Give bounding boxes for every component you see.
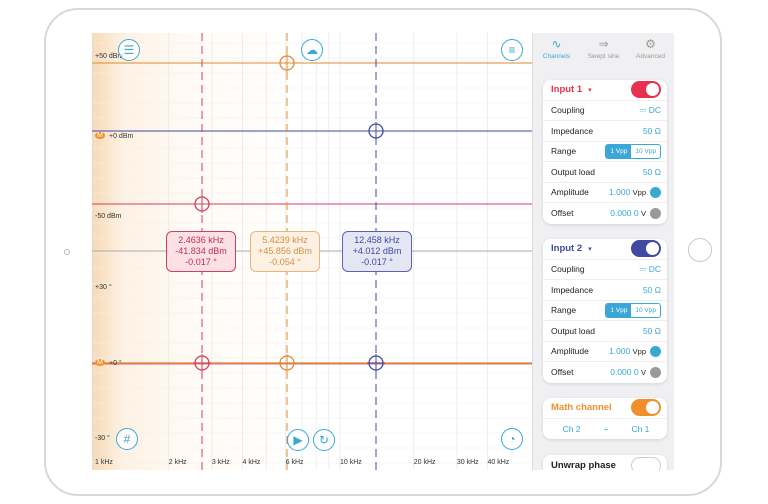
dropdown-icon[interactable]: ▾: [588, 245, 592, 253]
impedance-row[interactable]: Impedance 50 Ω: [543, 280, 667, 301]
tab-channels[interactable]: ∿ Channels: [533, 33, 580, 67]
grid-icon[interactable]: #: [116, 428, 138, 450]
output-load-row[interactable]: Output load 50 Ω: [543, 162, 667, 183]
repeat-icon[interactable]: ↻: [313, 429, 335, 451]
y-label: +0 °: [109, 360, 122, 367]
x-tick-label: 3 kHz: [211, 459, 230, 466]
tab-advanced[interactable]: ⚙ Advanced: [627, 33, 674, 67]
cloud-upload-icon[interactable]: ☁: [301, 39, 323, 61]
offset-value[interactable]: 0.000 0 V: [610, 367, 646, 378]
marker-crosshair: [367, 122, 385, 140]
offset-knob-icon[interactable]: [650, 207, 661, 219]
x-tick-label: 40 kHz: [487, 459, 510, 466]
y-label: -50 dBm: [95, 213, 122, 220]
range-selector[interactable]: 1 Vpp 10 Vpp: [605, 302, 661, 318]
input2-toggle[interactable]: [631, 240, 661, 258]
math-operator[interactable]: ÷: [603, 423, 609, 434]
bode-plot[interactable]: +50 dBm M +0 dBm -50 dBm +30 ° M +0 ° -3…: [92, 33, 532, 470]
marker-crosshair: [193, 354, 211, 372]
amplitude-value[interactable]: 1.000 Vpp: [608, 346, 646, 357]
input2-title[interactable]: Input 2: [551, 243, 583, 255]
range-selector[interactable]: 1 Vpp 10 Vpp: [605, 143, 661, 159]
marker-crosshair: [367, 354, 385, 372]
settings-sidebar: ∿ Channels ⇒ Swept sine ⚙ Advanced Input 1 ▾…: [532, 33, 674, 470]
screen: +50 dBm M +0 dBm -50 dBm +30 ° M +0 ° -3…: [92, 33, 674, 470]
impedance-row[interactable]: Impedance 50 Ω: [543, 121, 667, 142]
marker-crosshair: [278, 354, 296, 372]
unwrap-phase-card: Unwrap phase: [543, 455, 667, 470]
y-label: +0 dBm: [109, 133, 134, 140]
amplitude-knob-icon[interactable]: [650, 345, 661, 357]
y-label: -30 °: [95, 435, 110, 442]
math-operand-a[interactable]: Ch 2: [562, 423, 581, 434]
dropdown-icon[interactable]: ▾: [588, 86, 592, 94]
marker-crosshair: [193, 195, 211, 213]
math-badge: M: [95, 132, 105, 139]
gear-icon: ⚙: [645, 37, 656, 51]
math-badge: M: [95, 359, 105, 366]
input1-title[interactable]: Input 1: [551, 84, 583, 96]
home-button[interactable]: [688, 238, 712, 262]
tab-bar: ∿ Channels ⇒ Swept sine ⚙ Advanced: [533, 33, 674, 67]
marker-crosshair: [278, 54, 296, 72]
y-label: +50 dBm: [95, 53, 124, 60]
marker-readout-1[interactable]: 2.4636 kHz -41.834 dBm -0.017 °: [166, 231, 236, 272]
amplitude-value[interactable]: 1.000 Vpp: [608, 187, 646, 198]
sweep-arrow-icon: ⇒: [598, 37, 609, 51]
input1-card: Input 1 ▾ Coupling ⎓ DC Impedance 50 Ω Rang…: [543, 80, 667, 224]
x-tick-label: 4 kHz: [242, 459, 261, 466]
math-toggle[interactable]: [631, 399, 661, 417]
amplitude-knob-icon[interactable]: [650, 186, 661, 198]
marker-readout-3[interactable]: 12.458 kHz +4.012 dBm -0.017 °: [342, 231, 412, 272]
input2-card: Input 2 ▾ Coupling ⎓ DC Impedance 50 Ω Rang…: [543, 239, 667, 383]
x-tick-label: 2 kHz: [168, 459, 187, 466]
autoscale-icon[interactable]: ◔: [501, 428, 523, 450]
play-pause-icon[interactable]: ▶: [287, 429, 309, 451]
offset-knob-icon[interactable]: [650, 366, 661, 378]
math-operand-b[interactable]: Ch 1: [631, 423, 650, 434]
x-tick-label: 6 kHz: [285, 459, 304, 466]
x-tick-label: 10 kHz: [340, 459, 362, 466]
x-tick-label: 1 kHz: [95, 459, 113, 466]
x-tick-label: 20 kHz: [413, 459, 436, 466]
x-tick-label: 30 kHz: [456, 459, 479, 466]
tab-swept-sine[interactable]: ⇒ Swept sine: [580, 33, 627, 67]
offset-value[interactable]: 0.000 0 V: [610, 208, 646, 219]
coupling-row[interactable]: Coupling ⎓ DC: [543, 260, 667, 280]
math-channel-card: Math channel Ch 2 ÷ Ch 1: [543, 398, 667, 439]
input1-toggle[interactable]: [631, 81, 661, 99]
marker-readout-2[interactable]: 5.4239 kHz +45.856 dBm -0.054 °: [250, 231, 320, 272]
coupling-row[interactable]: Coupling ⎓ DC: [543, 101, 667, 121]
menu-icon[interactable]: ☰: [118, 39, 140, 61]
unwrap-phase-toggle[interactable]: [631, 456, 661, 470]
output-load-row[interactable]: Output load 50 Ω: [543, 321, 667, 342]
y-label: +30 °: [95, 284, 112, 291]
sliders-icon[interactable]: ≡: [501, 39, 523, 61]
sine-wave-icon: ∿: [551, 37, 562, 51]
camera: [64, 249, 70, 255]
